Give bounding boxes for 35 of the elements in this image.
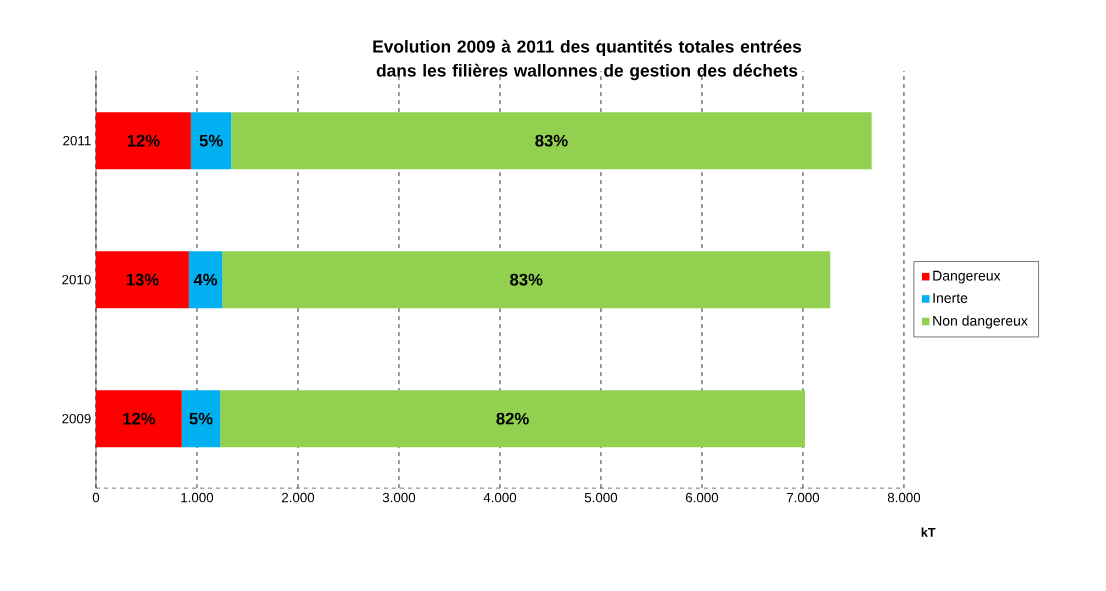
x-tick-label: 7.000 bbox=[786, 492, 820, 503]
x-tick-label: 4.000 bbox=[483, 492, 517, 503]
x-tick-label: 1.000 bbox=[181, 492, 214, 503]
bar bbox=[190, 112, 232, 170]
bar bbox=[222, 251, 831, 309]
x-tick-label: 5.000 bbox=[584, 492, 618, 503]
bar bbox=[181, 390, 221, 448]
annotation: 4% bbox=[193, 273, 218, 286]
bar bbox=[95, 112, 191, 170]
x-tick-label: 2.000 bbox=[281, 492, 315, 503]
legend-label: Dangereux bbox=[933, 270, 1001, 284]
x-tick-label: 6.000 bbox=[685, 492, 719, 503]
legend-label: Non dangereux bbox=[933, 315, 1028, 329]
y-tick-label: 2009 bbox=[62, 413, 91, 424]
annotation: 12% bbox=[127, 134, 160, 147]
annotation: 13% bbox=[126, 273, 159, 286]
annotation: 82% bbox=[496, 412, 529, 425]
x-tick-label: 3.000 bbox=[382, 492, 416, 503]
annotation: 83% bbox=[510, 273, 543, 286]
chart-title: Evolution 2009 à 2011 des quantités totales entrées dans les filières wallonnes de gestion des déchets bbox=[373, 39, 802, 81]
annotation: 5% bbox=[189, 412, 213, 425]
y-tick-label: 2010 bbox=[62, 274, 91, 285]
bar bbox=[188, 251, 223, 309]
bar bbox=[95, 390, 182, 448]
bar bbox=[95, 251, 189, 309]
annotation: 83% bbox=[535, 134, 568, 147]
annotation: 5% bbox=[199, 134, 223, 147]
annotation: 12% bbox=[123, 412, 156, 425]
legend-label: Inerte bbox=[933, 293, 968, 303]
bar bbox=[231, 112, 872, 170]
x-tick-label: 0 bbox=[92, 492, 100, 503]
x-axis-title: kT bbox=[921, 527, 936, 537]
y-tick-label: 2011 bbox=[63, 135, 91, 146]
x-tick-label: 8.000 bbox=[887, 492, 921, 503]
bar bbox=[220, 390, 805, 448]
